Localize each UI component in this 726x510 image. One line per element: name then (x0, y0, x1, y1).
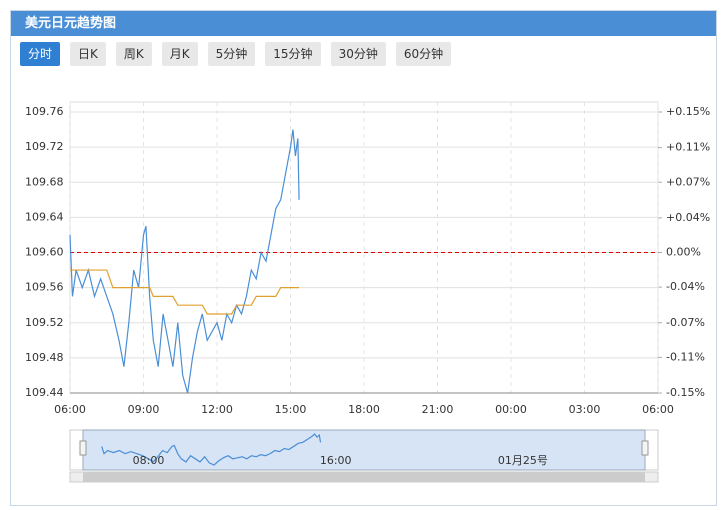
y-tick-label: 109.48 (25, 351, 64, 364)
navigator-label: 01月25号 (498, 454, 548, 467)
y2-tick-label: -0.07% (666, 316, 705, 329)
y2-tick-label: +0.04% (666, 211, 710, 224)
y-tick-label: 109.44 (25, 386, 64, 399)
y-tick-label: 109.60 (25, 246, 64, 259)
y-tick-label: 109.68 (25, 175, 64, 188)
navigator-label: 08:00 (133, 454, 165, 467)
x-tick-label: 06:00 (54, 403, 86, 416)
tab-bar: 分时 日K 周K 月K 5分钟 15分钟 30分钟 60分钟 (20, 42, 452, 66)
y-tick-label: 109.76 (25, 105, 64, 118)
navigator-label: 16:00 (320, 454, 352, 467)
y-tick-label: 109.64 (25, 210, 64, 223)
scrollbar-thumb[interactable] (83, 472, 645, 482)
y2-tick-label: +0.11% (666, 141, 710, 154)
x-tick-label: 09:00 (128, 403, 160, 416)
x-tick-label: 21:00 (422, 403, 454, 416)
y-tick-label: 109.52 (25, 316, 64, 329)
x-tick-label: 12:00 (201, 403, 233, 416)
y2-tick-label: -0.15% (666, 386, 705, 399)
tab[interactable]: 分时 (20, 42, 61, 66)
navigator-handle[interactable] (79, 440, 87, 456)
series-line (69, 129, 300, 394)
y2-tick-label: -0.11% (666, 350, 705, 363)
navigator-handle[interactable] (641, 440, 649, 456)
y-tick-label: 109.72 (25, 140, 64, 153)
y2-tick-label: -0.04% (666, 280, 705, 293)
series-line (70, 269, 300, 315)
tab[interactable]: 周K (115, 42, 152, 66)
y-tick-label: 109.56 (25, 281, 64, 294)
y2-tick-label: +0.07% (666, 175, 710, 188)
y2-tick-label: 0.00% (666, 246, 701, 259)
y2-tick-label: +0.15% (666, 105, 710, 118)
navigator-window (82, 429, 646, 471)
x-tick-label: 06:00 (642, 403, 674, 416)
tab[interactable]: 月K (161, 42, 198, 66)
tab[interactable]: 30分钟 (330, 42, 386, 66)
x-tick-label: 00:00 (495, 403, 527, 416)
tab[interactable]: 日K (70, 42, 106, 66)
widget: 美元日元趋势图 (10, 10, 717, 506)
tab[interactable]: 60分钟 (395, 42, 452, 66)
x-tick-label: 15:00 (275, 403, 307, 416)
tab[interactable]: 15分钟 (265, 42, 321, 66)
header-title: 美元日元趋势图 (11, 11, 716, 36)
tab[interactable]: 5分钟 (207, 42, 256, 66)
x-tick-label: 18:00 (348, 403, 380, 416)
navigator-line (101, 433, 322, 466)
x-tick-label: 03:00 (569, 403, 601, 416)
